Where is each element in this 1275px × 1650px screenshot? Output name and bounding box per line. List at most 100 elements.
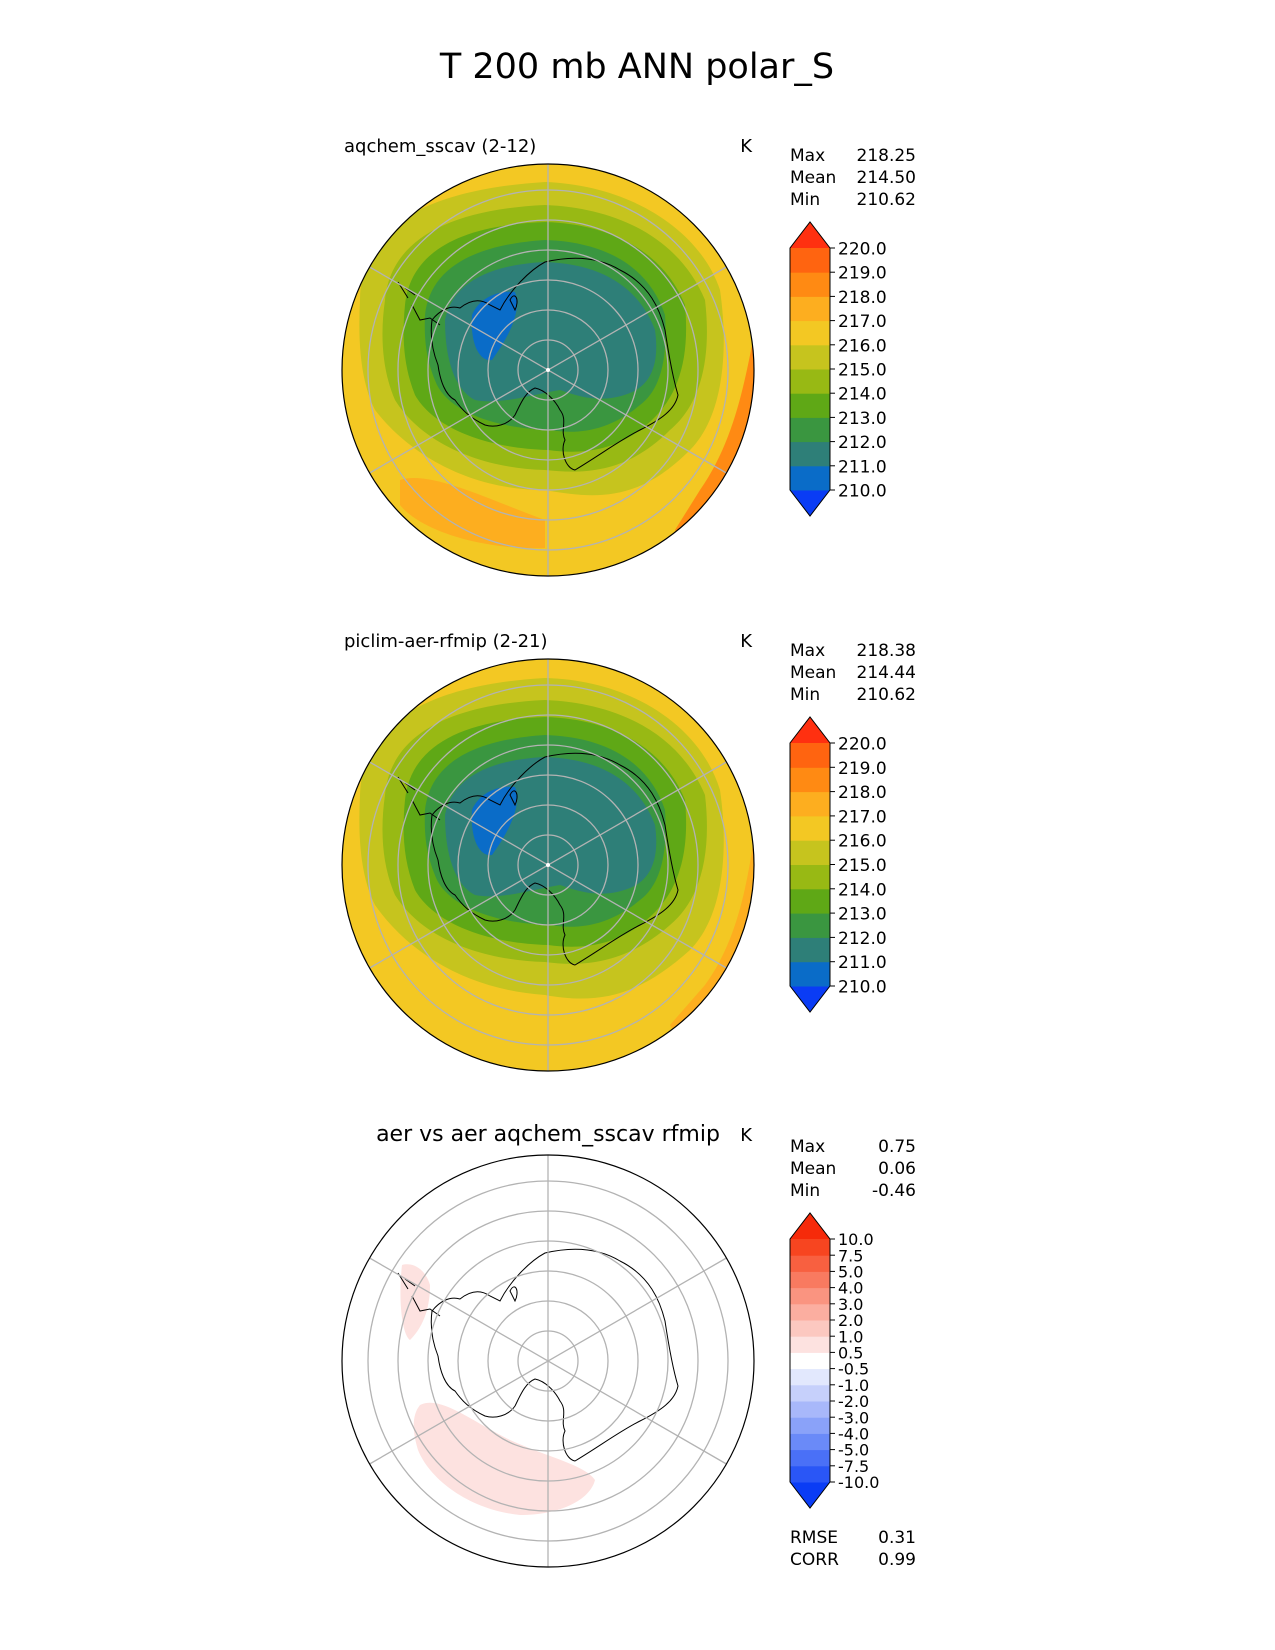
colorbar-tick-label: 214.0	[838, 880, 887, 900]
colorbar-segment	[790, 864, 830, 890]
colorbar-segment	[790, 1449, 830, 1467]
colorbar-extend-min	[790, 986, 830, 1012]
colorbar-segment	[790, 888, 830, 914]
stat-value: 210.62	[857, 685, 916, 705]
colorbar-extend-max	[790, 222, 830, 248]
colorbar-tick-label: 215.0	[838, 856, 887, 876]
colorbar-tick-label: 216.0	[838, 336, 887, 356]
map-boundary	[341, 163, 755, 577]
colorbar-segment	[790, 1336, 830, 1353]
colorbar-extend-min	[790, 490, 830, 516]
coastline	[397, 257, 679, 471]
map-field	[342, 164, 754, 576]
colorbar-segment	[790, 393, 830, 418]
colorbar-segment	[790, 1417, 830, 1434]
colorbar-tick-label: 217.0	[838, 312, 887, 332]
panel-title: aqchem_sscav (2-12)	[344, 136, 536, 157]
map-field	[342, 659, 754, 1071]
warm-band-sw	[400, 478, 545, 549]
stat-value: -0.46	[872, 1181, 916, 1201]
colorbar-tick-label: 1.0	[838, 1327, 863, 1346]
colorbar-tick-label: 216.0	[838, 832, 887, 852]
colorbar: -10.0-7.5-5.0-4.0-3.0-2.0-1.0-0.50.51.02…	[789, 1212, 879, 1509]
stat-label: Max	[790, 1137, 825, 1157]
colorbar-tick-label: 10.0	[838, 1230, 874, 1249]
colorbar-segment	[790, 1368, 830, 1386]
colorbar-segment	[790, 791, 830, 817]
units-label: K	[740, 631, 753, 652]
colorbar-tick-label: -1.0	[838, 1376, 869, 1395]
stat-value: 210.62	[857, 190, 916, 210]
colorbar-segment	[790, 344, 830, 370]
panel-piclim-aer-rfmip: piclim-aer-rfmip (2-21) K	[341, 631, 916, 1072]
colorbar-segment	[790, 767, 830, 793]
colorbar-tick-label: 219.0	[838, 759, 887, 779]
colorbar-extend-max	[790, 717, 830, 743]
colorbar-segment	[790, 1465, 830, 1483]
colorbar-tick-label: 212.0	[838, 929, 887, 949]
colorbar-segment	[790, 1255, 830, 1272]
colorbar-tick-label: 0.5	[838, 1343, 863, 1362]
colorbar: 210.0 211.0 212.0 213.0 214.0 215.0 216.0 217.0…	[789, 221, 887, 517]
panel-title: aer vs aer aqchem_sscav rfmip	[376, 1122, 720, 1147]
stats-block: Max 218.25 Mean 214.50 Min 210.62	[790, 146, 916, 210]
colorbar-segment	[790, 1303, 830, 1321]
colorbar-tick-label: 213.0	[838, 905, 887, 925]
colorbar-segment	[790, 815, 830, 841]
metrics-block: RMSE 0.31 CORR 0.99	[790, 1528, 916, 1570]
stat-value: 214.50	[857, 168, 916, 188]
contour-211	[471, 786, 518, 856]
colorbar: 210.0 211.0 212.0 213.0 214.0 215.0 216.0 217.0…	[789, 716, 887, 1013]
panel-title: piclim-aer-rfmip (2-21)	[344, 631, 548, 652]
colorbar-tick-label: 5.0	[838, 1262, 863, 1281]
stats-block: Max 0.75 Mean 0.06 Min -0.46	[790, 1137, 916, 1201]
colorbar-extend-min	[790, 1482, 830, 1508]
colorbar-tick-label: -7.5	[838, 1457, 869, 1476]
colorbar-segment	[790, 1384, 830, 1402]
stat-label: Min	[790, 1181, 820, 1201]
colorbar-tick-label: 3.0	[838, 1295, 863, 1314]
colorbar-segment	[790, 272, 830, 297]
colorbar-segment	[790, 248, 830, 273]
pole-point	[546, 368, 550, 372]
colorbar-segment	[790, 961, 830, 987]
stat-value: 218.25	[857, 146, 916, 166]
colorbar-segment	[790, 1352, 830, 1370]
colorbar-segment	[790, 417, 830, 443]
stat-value: 218.38	[857, 641, 916, 661]
pole-point	[546, 863, 550, 867]
stat-label: Min	[790, 190, 820, 210]
colorbar-segment	[790, 296, 830, 322]
stat-value: 0.75	[878, 1137, 916, 1157]
units-label: K	[740, 136, 753, 157]
stat-label: Max	[790, 146, 825, 166]
colorbar-segment	[790, 465, 830, 491]
colorbar-segment	[790, 1287, 830, 1305]
colorbar-tick-label: 219.0	[838, 264, 887, 284]
colorbar-tick-label: 210.0	[838, 977, 887, 997]
colorbar-segment	[790, 441, 830, 467]
map-boundary	[341, 1154, 755, 1568]
colorbar-segment	[790, 1271, 830, 1289]
stat-label: Min	[790, 685, 820, 705]
colorbar-tick-label: -2.0	[838, 1392, 869, 1411]
colorbar-segment	[790, 1401, 830, 1418]
stat-value: 214.44	[857, 663, 916, 683]
panel-difference: aer vs aer aqchem_sscav rfmip K Max	[341, 1122, 916, 1570]
colorbar-tick-label: 211.0	[838, 457, 887, 477]
metric-label: CORR	[790, 1550, 839, 1570]
stat-label: Max	[790, 641, 825, 661]
colorbar-tick-label: -0.5	[838, 1360, 869, 1379]
colorbar-segment	[790, 1433, 830, 1451]
positive-patch-sw	[413, 1402, 595, 1515]
coastline	[397, 1248, 679, 1462]
colorbar-segment	[790, 1320, 830, 1337]
colorbar-tick-label: 218.0	[838, 288, 887, 308]
stat-value: 0.06	[878, 1159, 916, 1179]
colorbar-segment	[790, 369, 830, 394]
colorbar-tick-label: 214.0	[838, 385, 887, 405]
colorbar-tick-label: -10.0	[838, 1473, 879, 1492]
colorbar-segment	[790, 743, 830, 768]
graticule	[367, 1155, 729, 1567]
colorbar-tick-label: 7.5	[838, 1246, 863, 1265]
